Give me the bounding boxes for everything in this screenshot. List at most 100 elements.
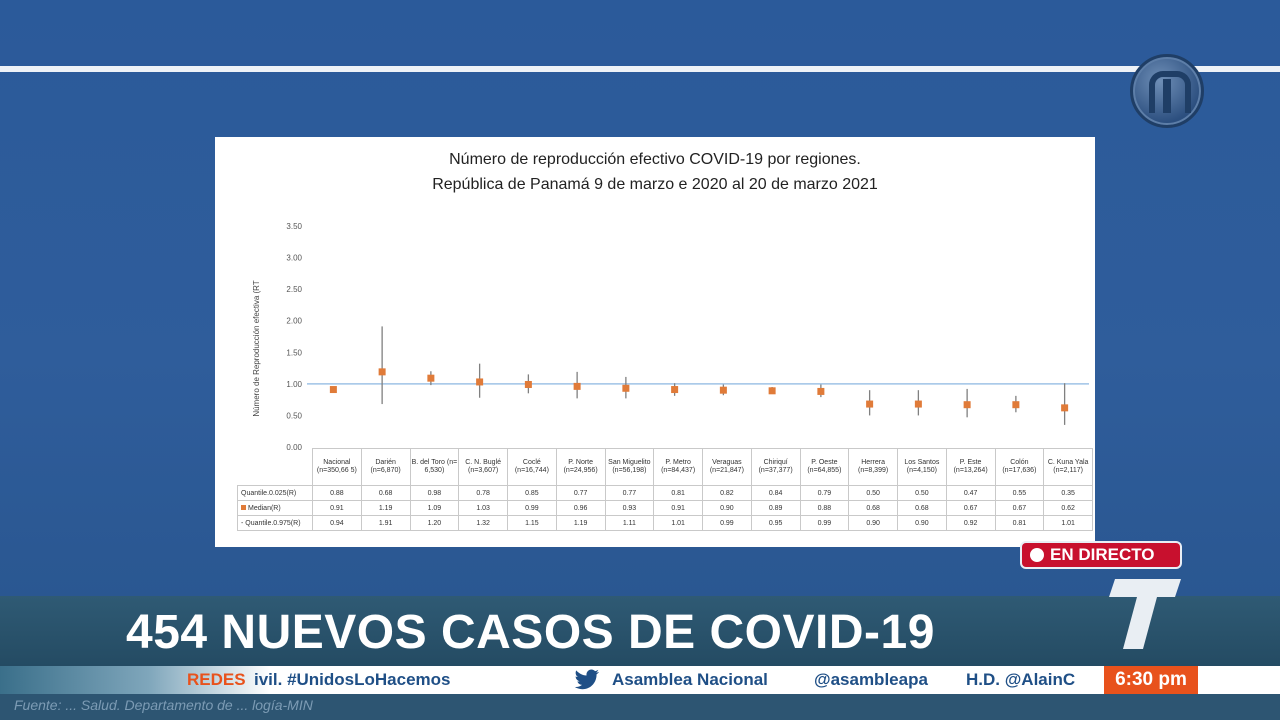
table-category-header: B. del Toro (n= 6,530) — [409, 448, 460, 486]
y-tick-label: 1.00 — [286, 380, 302, 389]
table-cell: 0.62 — [1043, 500, 1093, 516]
live-badge: EN DIRECTO — [1022, 543, 1180, 567]
twitter-icon — [574, 669, 600, 690]
table-category-header: Chiriquí (n=37,377) — [750, 448, 801, 486]
median-point — [914, 400, 922, 408]
ticker-segment: ivil. #UnidosLoHacemos — [254, 670, 451, 689]
chart-title-line2: República de Panamá 9 de marzo e 2020 al… — [432, 176, 878, 193]
table-cell: 1.09 — [409, 500, 460, 516]
table-cell: 0.77 — [555, 485, 606, 501]
table-cell: 1.19 — [360, 500, 411, 516]
median-point — [866, 400, 874, 408]
median-point — [719, 386, 727, 394]
y-tick-label: 0.00 — [286, 443, 302, 452]
median-point — [524, 380, 532, 388]
table-cell: 0.94 — [312, 515, 362, 531]
table-cell: 0.88 — [312, 485, 362, 501]
table-category-header: P. Norte (n=24,956) — [555, 448, 606, 486]
table-category-header: Los Santos (n=4,150) — [897, 448, 947, 486]
table-cell: 1.32 — [458, 515, 508, 531]
table-cell: 1.20 — [409, 515, 460, 531]
median-point — [963, 401, 971, 409]
table-cell: 0.67 — [945, 500, 996, 516]
table-cell: 1.11 — [604, 515, 655, 531]
table-category-header: San Miguelito (n=56,198) — [604, 448, 655, 486]
ticker-segment: Asamblea Nacional — [612, 670, 768, 689]
median-point — [671, 386, 679, 394]
table-cell: 1.19 — [555, 515, 606, 531]
median-point — [1012, 401, 1020, 409]
y-tick-label: 2.00 — [286, 317, 302, 326]
table-cell: 0.98 — [409, 485, 460, 501]
table-cell: 0.55 — [994, 485, 1045, 501]
table-corner — [238, 449, 313, 486]
median-swatch-icon — [241, 505, 246, 511]
median-point — [329, 386, 337, 394]
table-category-header: Coclé (n=16,744) — [507, 448, 557, 486]
chart-panel: 0.00 0.50 1.00 1.50 2.00 2.50 3.00 3.50 Número d… — [215, 137, 1095, 547]
y-tick-label: 3.00 — [286, 254, 302, 263]
median-point — [817, 387, 825, 395]
table-cell: 0.89 — [750, 500, 801, 516]
table-row-label: - Quantile.0.975(R) — [237, 515, 313, 531]
median-point — [378, 368, 386, 376]
table-cell: 0.67 — [994, 500, 1045, 516]
table-cell: 0.82 — [702, 485, 752, 501]
table-category-header: P. Este (n=13,264) — [945, 448, 996, 486]
table-cell: 0.81 — [653, 485, 703, 501]
table-cell: 0.93 — [604, 500, 655, 516]
table-cell: 0.88 — [799, 500, 850, 516]
table-category-header: Nacional (n=350,66 5) — [312, 448, 362, 486]
median-point — [768, 387, 776, 395]
table-cell: 0.68 — [848, 500, 898, 516]
y-tick-label: 0.50 — [286, 411, 302, 420]
table-category-header: Darién (n=6,870) — [360, 448, 411, 486]
table-category-header: P. Metro (n=84,437) — [653, 448, 703, 486]
t-logo-icon — [1109, 579, 1181, 649]
table-row-label: Quantile.0.025(R) — [237, 485, 313, 501]
ticker-label: REDES — [187, 670, 246, 689]
source-text: Fuente: ... Salud. Departamento de ... l… — [14, 697, 313, 713]
median-point — [622, 384, 630, 392]
table-cell: 0.68 — [360, 485, 411, 501]
table-cell: 0.99 — [507, 500, 557, 516]
chart-title: Número de reproducción efectivo COVID-19… — [215, 147, 1095, 197]
headline: 454 NUEVOS CASOS DE COVID-19 — [126, 606, 935, 659]
table-cell: 0.96 — [555, 500, 606, 516]
table-cell: 0.99 — [702, 515, 752, 531]
table-cell: 0.85 — [507, 485, 557, 501]
table-row-label: Median(R) — [237, 500, 313, 516]
median-point — [427, 374, 435, 382]
table-cell: 0.77 — [604, 485, 655, 501]
table-cell: 1.91 — [360, 515, 411, 531]
median-point — [476, 378, 484, 386]
table-cell: 1.15 — [507, 515, 557, 531]
table-category-header: C. Kuna Yala (n=2,117) — [1043, 448, 1093, 486]
table-category-header: Colón (n=17,636) — [994, 448, 1045, 486]
chart-plot: 0.00 0.50 1.00 1.50 2.00 2.50 3.00 3.50 Número d… — [252, 222, 1089, 452]
table-cell: 0.90 — [702, 500, 752, 516]
table-category-header: Herrera (n=8,399) — [848, 448, 898, 486]
table-category-header: C. N. Buglé (n=3,607) — [458, 448, 508, 486]
lower-third — [0, 596, 1280, 666]
table-cell: 0.35 — [1043, 485, 1093, 501]
table-cell: 0.91 — [312, 500, 362, 516]
y-axis-label: Número de Reproducción efectiva (RT — [252, 280, 261, 416]
table-cell: 0.68 — [897, 500, 947, 516]
ticker-fade — [0, 666, 270, 694]
table-cell: 0.79 — [799, 485, 850, 501]
table-cell: 0.99 — [799, 515, 850, 531]
y-tick-label: 3.50 — [286, 222, 302, 231]
table-cell: 1.03 — [458, 500, 508, 516]
top-rule — [0, 66, 1280, 72]
table-cell: 0.91 — [653, 500, 703, 516]
live-dot-icon — [1030, 548, 1044, 562]
table-cell: 0.47 — [945, 485, 996, 501]
ticker-segment: H.D. @AlainC — [966, 670, 1076, 689]
table-cell: 0.92 — [945, 515, 996, 531]
table-category-header: P. Oeste (n=64,855) — [799, 448, 850, 486]
table-cell: 0.78 — [458, 485, 508, 501]
y-tick-label: 1.50 — [286, 348, 302, 357]
ticker-segment: @asambleapa — [814, 670, 928, 689]
bottom-strip — [0, 694, 1280, 720]
